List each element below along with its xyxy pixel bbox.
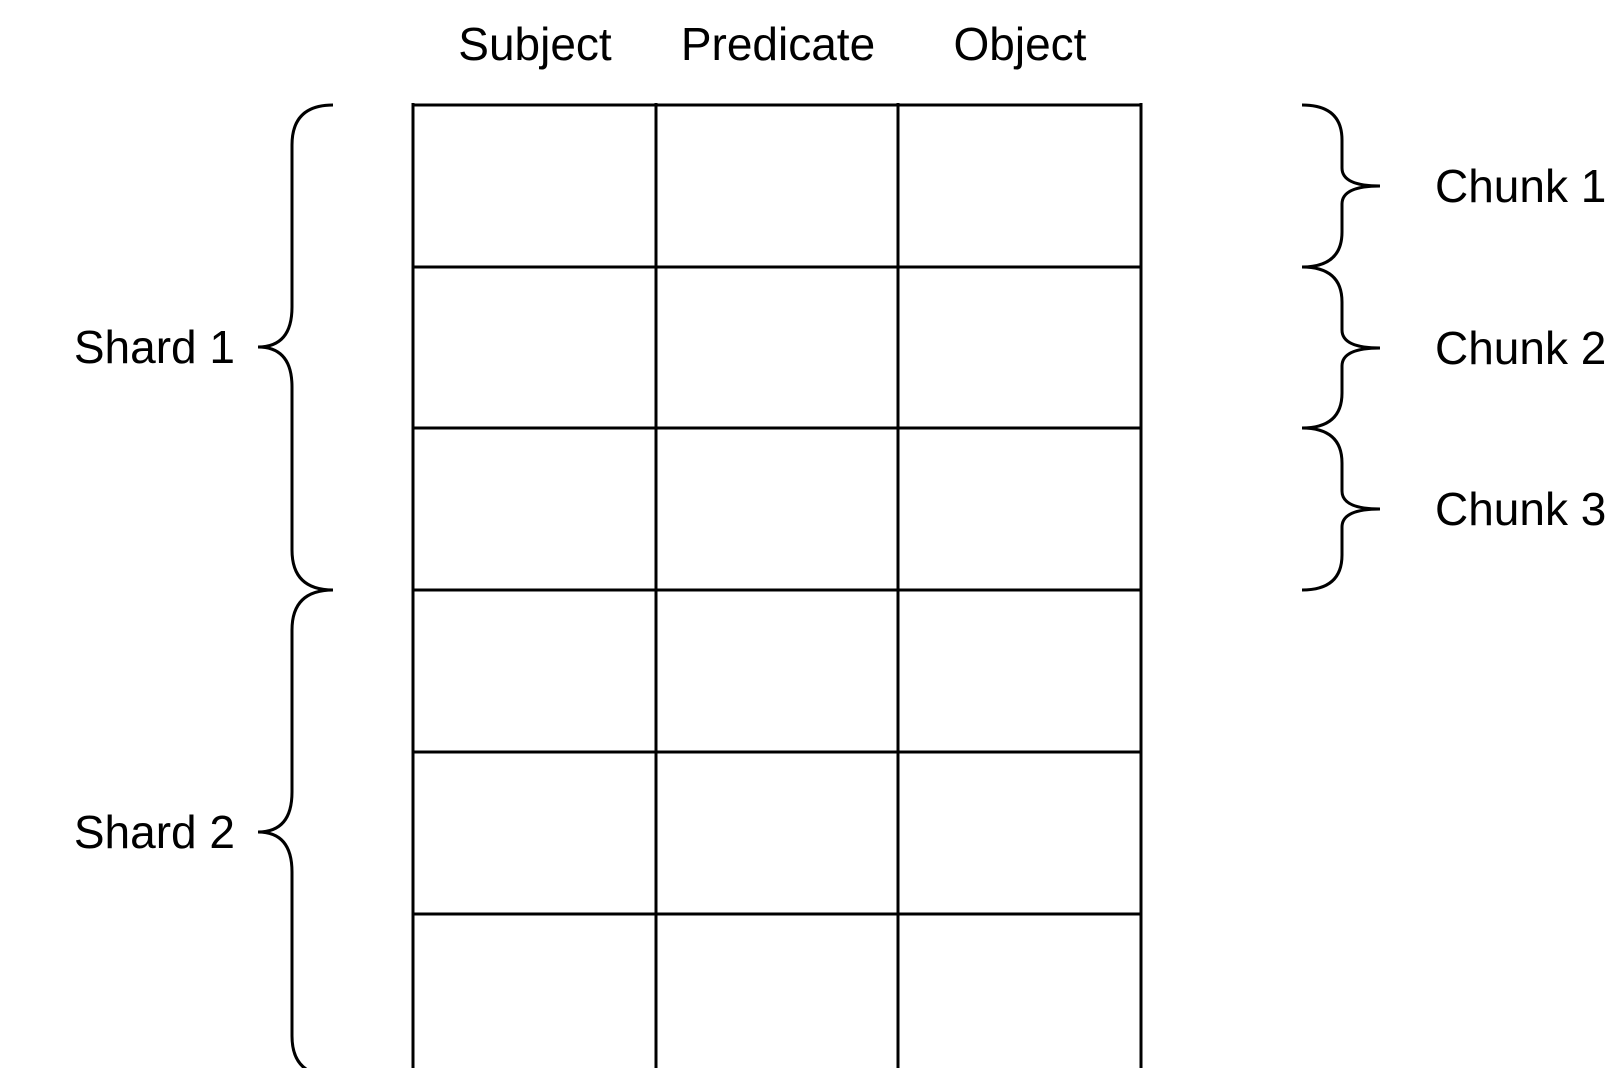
chunk-2-group: Chunk 2 — [1301, 265, 1606, 430]
shard-1-group: Shard 1 — [74, 103, 334, 592]
column-header-predicate: Predicate — [681, 18, 875, 70]
chunk-2-label: Chunk 2 — [1435, 322, 1606, 374]
chunk-3-label: Chunk 3 — [1435, 483, 1606, 535]
shard-2-label: Shard 2 — [74, 806, 235, 858]
shard-2-brace — [257, 588, 334, 1068]
chunk-2-brace — [1301, 265, 1381, 430]
chunk-1-brace — [1301, 103, 1381, 269]
shard-1-label: Shard 1 — [74, 321, 235, 373]
triple-table — [411, 103, 1143, 1068]
chunk-1-group: Chunk 1 — [1301, 103, 1606, 269]
column-header-subject: Subject — [458, 18, 612, 70]
shard-1-brace — [257, 103, 334, 592]
column-header-object: Object — [954, 18, 1087, 70]
shard-2-group: Shard 2 — [74, 588, 334, 1068]
chunk-3-group: Chunk 3 — [1301, 426, 1606, 592]
chunk-1-label: Chunk 1 — [1435, 160, 1606, 212]
chunk-3-brace — [1301, 426, 1381, 592]
